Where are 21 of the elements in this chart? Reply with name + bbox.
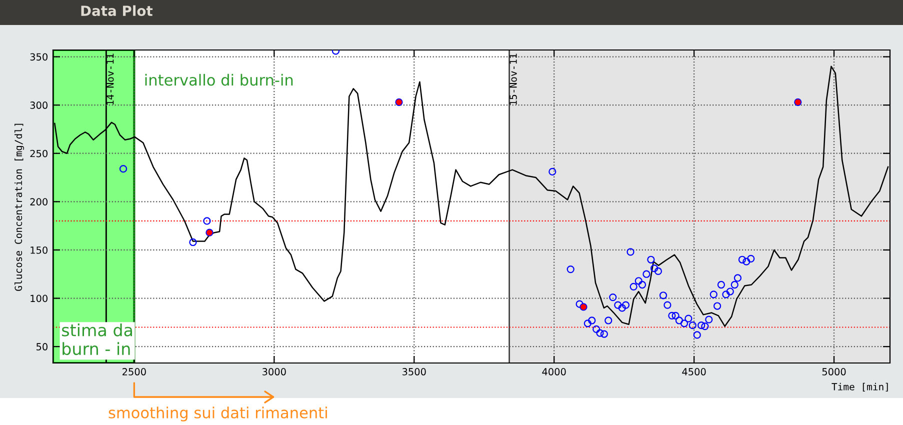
annotation: intervallo di burn-in: [145, 74, 293, 86]
y-tick-label: 350: [30, 53, 48, 61]
band-label: stima da burn - in: [62, 324, 132, 356]
y-tick-label: 250: [30, 150, 48, 158]
x-tick-label: 2500: [122, 368, 146, 376]
y-tick-label: 200: [30, 198, 48, 206]
x-tick-label: 3000: [262, 368, 286, 376]
ref-line-label: 15-Nov-11: [510, 54, 517, 105]
y-tick-label: 100: [30, 294, 48, 302]
ref-line-label: 14-Nov-11: [106, 54, 114, 105]
text: smoothing sui dati rimanenti: [108, 406, 327, 422]
y-tick-label: 300: [30, 102, 48, 109]
x-tick-label: 4500: [682, 368, 706, 376]
x-tick-label: 5000: [822, 368, 846, 376]
x-tick-label: 4000: [542, 368, 566, 376]
y-axis-title: Glucose Concentration [mg/dl]: [14, 124, 24, 291]
y-tick-label: 150: [30, 246, 48, 254]
x-axis-title: Time [min]: [832, 382, 888, 392]
y-tick-label: 50: [36, 343, 48, 350]
x-tick-label: 3500: [402, 368, 426, 376]
chart-title: Data Plot: [81, 5, 153, 16]
